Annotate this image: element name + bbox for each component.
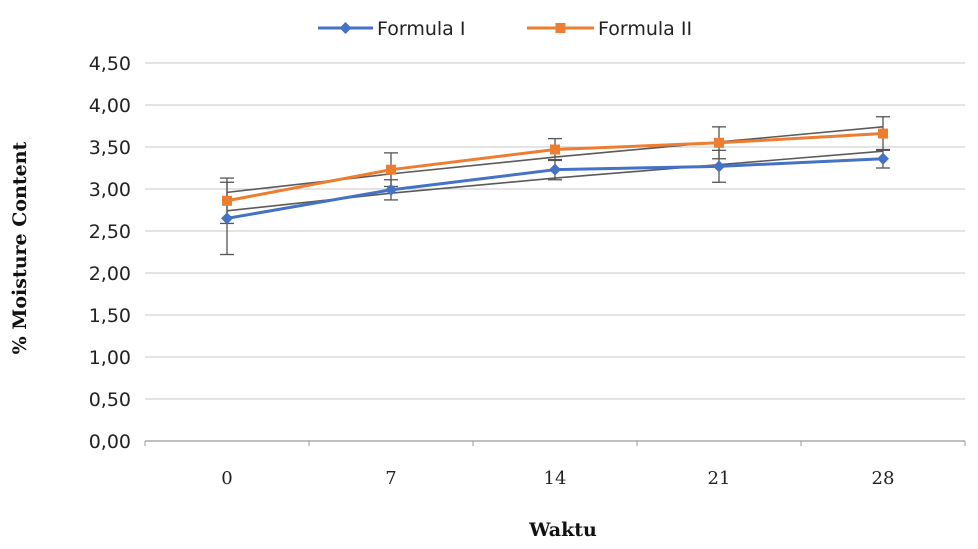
x-tick-label: 0: [221, 468, 232, 489]
x-axis-title: Waktu: [528, 519, 597, 541]
y-tick-label: 0,00: [89, 431, 131, 453]
x-tick-label: 28: [872, 468, 895, 489]
data-point: [714, 137, 724, 148]
y-tick-label: 2,50: [89, 221, 131, 243]
y-tick-labels: 0,00 0,50 1,00 1,50 2,00 2,50 3,00 3,50 4,00 4,50: [89, 53, 131, 453]
data-point: [550, 144, 560, 155]
data-point: [222, 195, 232, 206]
y-tick-label: 2,00: [89, 263, 131, 285]
x-tick-labels: 0 7 14 21 28: [221, 468, 894, 489]
y-tick-label: 4,50: [89, 53, 131, 75]
series-lines: [221, 128, 889, 225]
x-tick-label: 14: [544, 468, 567, 489]
legend-marker: [555, 23, 566, 33]
x-tick-label: 7: [385, 468, 396, 489]
y-tick-label: 4,00: [89, 95, 131, 117]
y-tick-label: 3,00: [89, 179, 131, 201]
data-point: [878, 128, 888, 139]
y-tick-label: 1,00: [89, 347, 131, 369]
data-point: [386, 164, 396, 175]
axes: [144, 440, 966, 446]
data-point: [221, 212, 233, 225]
y-tick-label: 3,50: [89, 137, 131, 159]
data-point: [713, 160, 725, 173]
data-point: [877, 152, 889, 165]
gridlines: [145, 62, 965, 400]
legend-marker: [339, 22, 352, 34]
y-axis-title: % Moisture Content: [9, 141, 31, 354]
legend-label: Formula II: [598, 18, 692, 40]
legend-label: Formula I: [377, 18, 465, 40]
x-tick-label: 21: [708, 468, 731, 489]
data-point: [549, 163, 561, 176]
y-tick-label: 0,50: [89, 389, 131, 411]
legend: Formula I Formula II: [318, 18, 692, 40]
y-tick-label: 1,50: [89, 305, 131, 327]
data-point: [385, 183, 397, 196]
